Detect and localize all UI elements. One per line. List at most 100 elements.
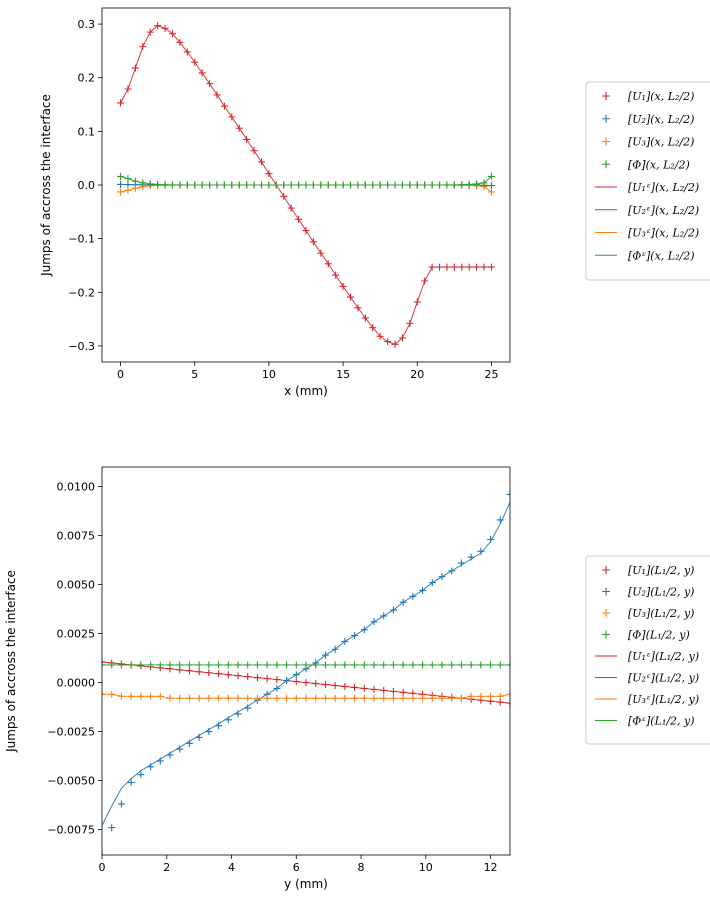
data-point	[161, 181, 169, 189]
data-point	[496, 692, 504, 700]
data-point	[370, 694, 378, 702]
x-tick-label: 25	[484, 368, 498, 381]
data-point	[137, 692, 145, 700]
legend-entry: [U₁](L₁/2, y)	[628, 564, 694, 577]
legend-marker	[602, 587, 610, 596]
data-point	[124, 175, 132, 183]
data-point	[473, 263, 481, 271]
legend-entry: [U₃ᵋ](L₁/2, y)	[628, 693, 699, 706]
data-point	[428, 694, 436, 702]
data-point	[354, 304, 362, 312]
data-point	[166, 751, 174, 759]
data-point	[351, 683, 359, 691]
data-point	[332, 181, 340, 189]
data-point	[287, 181, 295, 189]
chart-1: 0 5 10 15 20 25 −0.3 −0.2 −0.1 0.0 0.1 0.2 0.3 x (mm)…	[39, 7, 710, 398]
y-tick-label: 0.0025	[57, 628, 96, 641]
legend-marker	[602, 160, 610, 169]
data-point	[331, 681, 339, 689]
data-point	[215, 694, 223, 702]
data-point	[421, 277, 429, 285]
data-point	[244, 661, 252, 669]
legend-entry: [U₃](L₁/2, y)	[628, 607, 694, 620]
data-point	[295, 215, 303, 223]
data-point	[206, 80, 214, 88]
data-point	[370, 661, 378, 669]
data-point	[360, 684, 368, 692]
data-point	[409, 661, 417, 669]
data-point	[205, 661, 213, 669]
plot-area	[102, 490, 510, 855]
y-tick-label: 0.0000	[57, 677, 96, 690]
data-point	[253, 674, 261, 682]
data-point	[234, 661, 242, 669]
x-axis-label: y (mm)	[284, 877, 328, 891]
data-point	[244, 694, 252, 702]
series-markers-2	[102, 690, 510, 702]
data-point	[243, 135, 251, 143]
data-point	[450, 181, 458, 189]
data-point	[265, 170, 273, 178]
data-point	[351, 694, 359, 702]
data-point	[384, 338, 392, 346]
data-point	[220, 181, 228, 189]
x-tick-label: 12	[484, 861, 498, 874]
data-point	[156, 757, 164, 765]
data-point	[234, 694, 242, 702]
data-point	[324, 181, 332, 189]
data-point	[139, 43, 147, 51]
data-point	[506, 490, 510, 498]
data-point	[224, 694, 232, 702]
series-markers-1	[102, 490, 510, 855]
data-point	[391, 340, 399, 348]
data-point	[457, 661, 465, 669]
data-point	[487, 536, 495, 544]
y-tick-label: 0.1	[78, 125, 96, 138]
data-point	[457, 694, 465, 702]
data-point	[380, 686, 388, 694]
series-markers-3	[102, 661, 510, 669]
data-point	[480, 179, 488, 187]
data-point	[376, 332, 384, 340]
data-point	[312, 680, 320, 688]
x-tick-label: 6	[293, 861, 300, 874]
data-point	[244, 704, 252, 712]
data-point	[224, 671, 232, 679]
data-point	[244, 673, 252, 681]
data-point	[176, 38, 184, 46]
data-point	[137, 661, 145, 669]
x-tick-label: 0	[117, 368, 124, 381]
legend-marker	[602, 609, 610, 617]
data-point	[166, 661, 174, 669]
data-point	[332, 271, 340, 279]
data-point	[272, 181, 280, 189]
x-tick-label: 10	[262, 368, 276, 381]
data-point	[312, 661, 320, 669]
data-point	[235, 124, 243, 132]
data-point	[185, 694, 193, 702]
data-point	[384, 181, 392, 189]
data-point	[146, 28, 154, 36]
data-point	[295, 181, 303, 189]
data-point	[139, 179, 147, 187]
data-point	[487, 188, 495, 196]
data-point	[224, 661, 232, 669]
data-point	[399, 661, 407, 669]
data-point	[339, 181, 347, 189]
data-point	[183, 181, 191, 189]
data-point	[419, 586, 427, 594]
legend-marker	[602, 114, 610, 123]
y-tick-label: 0.0	[78, 179, 96, 192]
data-point	[147, 692, 155, 700]
data-point	[389, 694, 397, 702]
data-point	[273, 676, 281, 684]
legend: [U₁](L₁/2, y) [U₂](L₁/2, y) [U₃](L₁/2, y) […	[585, 555, 710, 745]
data-point	[168, 181, 176, 189]
data-point	[302, 661, 310, 669]
data-point	[220, 102, 228, 110]
data-point	[428, 263, 436, 271]
y-tick-label: −0.1	[68, 233, 95, 246]
data-point	[185, 661, 193, 669]
x-tick-label: 10	[419, 861, 433, 874]
y-tick-label: 0.2	[78, 72, 96, 85]
